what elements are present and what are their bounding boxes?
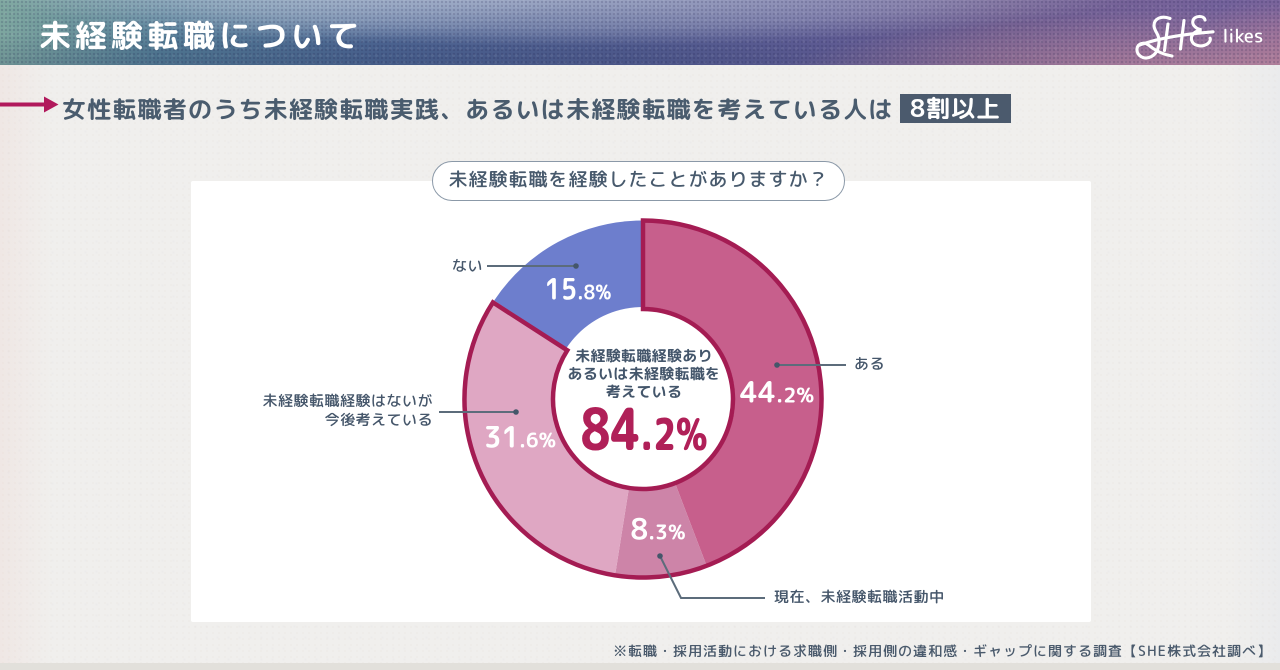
svg-text:likes: likes: [1222, 22, 1263, 48]
